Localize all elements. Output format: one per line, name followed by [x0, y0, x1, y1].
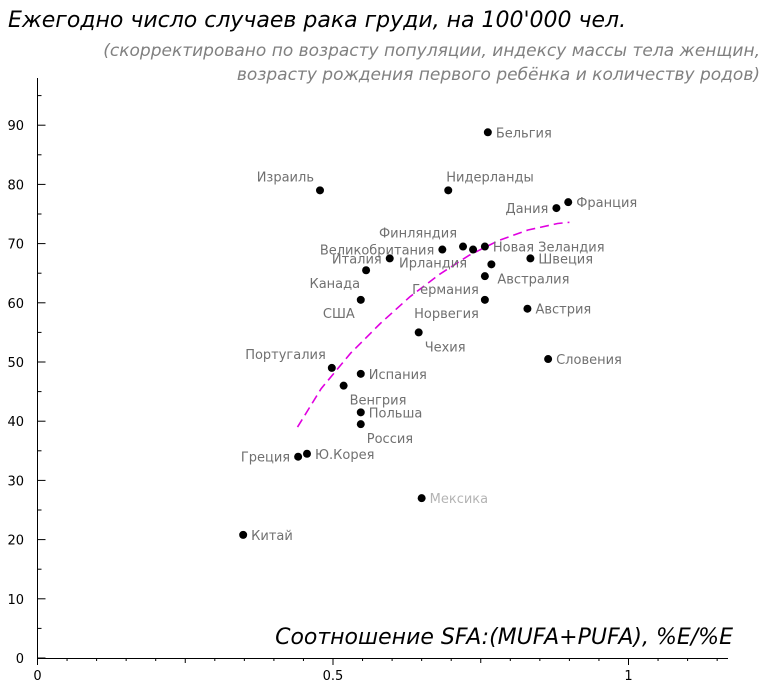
point-label: Китай [251, 529, 293, 544]
data-point [469, 245, 478, 254]
y-tick-label: 30 [7, 474, 24, 489]
data-point [480, 295, 489, 304]
point-label: Ю.Корея [315, 448, 374, 463]
point-label: Австралия [497, 272, 569, 287]
point-label: Финляндия [379, 227, 457, 242]
chart-title: Ежегодно число случаев рака груди, на 10… [8, 8, 626, 33]
data-point [356, 408, 365, 417]
y-tick-label: 80 [7, 178, 24, 193]
point-label: Италия [332, 252, 382, 267]
data-point [544, 355, 553, 364]
data-points: Бельгия Израиль Нидерланды Франция Дания Финл… [239, 126, 637, 544]
point-label: Швеция [538, 252, 593, 267]
point-label: Израиль [257, 170, 314, 185]
x-axis-ticks: 0 0.5 1 [33, 658, 718, 684]
y-tick-label: 40 [7, 415, 24, 430]
data-point [480, 242, 489, 251]
data-point [414, 328, 423, 337]
y-tick-label: 0 [16, 652, 24, 667]
point-label: Бельгия [496, 126, 552, 141]
point-label: Дания [505, 202, 548, 217]
point-label: Мексика [430, 492, 488, 507]
point-label: Канада [309, 277, 360, 292]
chart-subtitle-line-2: возрасту рождения первого ребёнка и коли… [237, 65, 760, 85]
point-label: Венгрия [350, 394, 407, 409]
data-point [552, 204, 561, 213]
data-point [339, 381, 348, 390]
data-point [444, 186, 453, 195]
point-label: Россия [367, 432, 413, 447]
point-label: Норвегия [414, 307, 479, 322]
data-point [356, 420, 365, 429]
data-point [302, 449, 311, 458]
data-point [523, 304, 532, 313]
data-point [526, 254, 535, 263]
trend-curve [296, 221, 570, 428]
point-label: Словения [556, 353, 622, 368]
data-point [480, 272, 489, 281]
data-point [483, 128, 492, 137]
point-label: Германия [412, 283, 479, 298]
x-tick-label: 0 [33, 669, 41, 684]
x-tick-label: 0.5 [323, 669, 344, 684]
point-label: Великобритания [320, 244, 435, 259]
point-label: Испания [369, 368, 427, 383]
y-tick-label: 90 [7, 119, 24, 134]
y-tick-label: 70 [7, 238, 24, 253]
point-label: Новая Зеландия [493, 241, 605, 256]
data-point [362, 266, 371, 275]
data-point [239, 530, 248, 539]
data-point [438, 245, 447, 254]
data-point [459, 242, 468, 251]
point-label: Франция [576, 196, 637, 211]
y-axis-ticks: 0 10 20 30 40 50 60 70 80 90 [7, 95, 46, 667]
chart-subtitle-line-1: (скорректировано по возрасту популяции, … [103, 41, 760, 61]
point-label: США [323, 307, 355, 322]
data-point [564, 198, 573, 207]
point-label: Ирландия [399, 257, 467, 272]
data-point [417, 494, 426, 503]
point-label: Португалия [245, 348, 326, 363]
data-point [294, 452, 303, 461]
x-axis-label: Соотношение SFA:(MUFA+PUFA), %E/%E [275, 625, 733, 650]
y-tick-label: 60 [7, 297, 24, 312]
point-label: Нидерланды [446, 170, 534, 185]
data-point [356, 295, 365, 304]
data-point [487, 260, 496, 269]
data-point [385, 254, 394, 263]
y-tick-label: 10 [7, 593, 24, 608]
trend-line [296, 221, 570, 428]
x-tick-label: 1 [624, 669, 632, 684]
point-label: Чехия [425, 340, 466, 355]
point-label: Австрия [535, 303, 591, 318]
data-point [356, 369, 365, 378]
data-point [327, 363, 336, 372]
point-label: Польша [369, 406, 423, 421]
y-tick-label: 20 [7, 534, 24, 549]
point-label: Греция [241, 451, 290, 466]
y-tick-label: 50 [7, 356, 24, 371]
data-point [315, 186, 324, 195]
